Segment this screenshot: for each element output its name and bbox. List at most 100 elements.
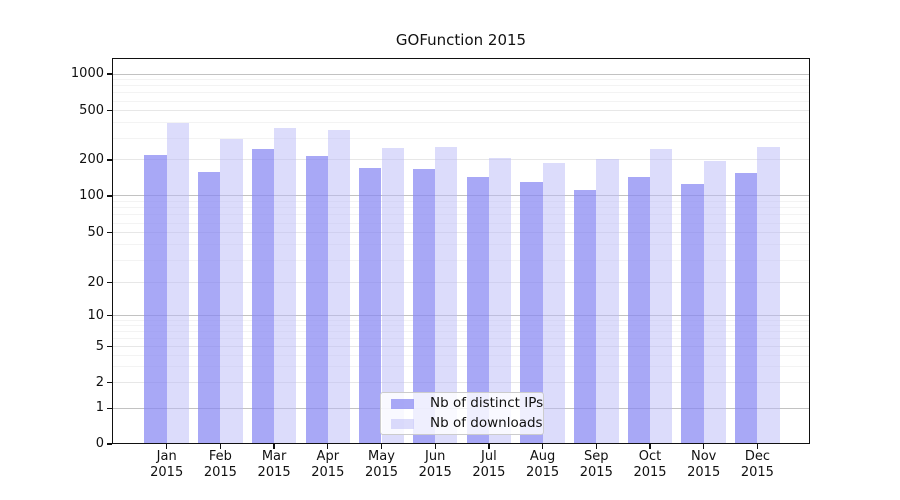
gridline-400 (112, 122, 810, 124)
x-tick-mark-jun (434, 444, 436, 449)
gridline-1000 (112, 73, 810, 75)
bar-distinct-ips-aug (520, 181, 543, 444)
x-tick-label-aug: Aug 2015 (526, 449, 560, 480)
y-tick-label-1: 1 (95, 400, 104, 416)
gridline-2 (112, 382, 810, 384)
bar-downloads-sep (596, 159, 619, 444)
legend-swatch-downloads (391, 418, 414, 429)
x-tick-label-oct: Oct 2015 (633, 449, 667, 480)
y-tick-label-50: 50 (87, 224, 104, 240)
y-tick-label-2: 2 (95, 374, 104, 390)
x-tick-label-may: May 2015 (364, 449, 399, 480)
x-tick-mark-sep (595, 444, 597, 449)
chart-title: GOFunction 2015 (395, 31, 527, 49)
gridline-70 (112, 214, 810, 216)
y-tick-label-500: 500 (79, 102, 104, 118)
x-tick-label-nov: Nov 2015 (687, 449, 721, 480)
legend-swatch-distinct-ips (391, 398, 414, 409)
y-tick-mark-50 (107, 232, 112, 234)
gridline-8 (112, 325, 810, 327)
bar-downloads-nov (703, 161, 726, 444)
gridline-90 (112, 201, 810, 203)
bar-distinct-ips-apr (305, 156, 328, 444)
bar-downloads-jul (488, 158, 512, 444)
y-tick-mark-20 (107, 282, 112, 284)
x-tick-mark-apr (327, 444, 329, 449)
gridline-40 (112, 244, 810, 246)
bar-distinct-ips-feb (198, 171, 221, 444)
bar-downloads-jun (435, 146, 458, 444)
gridline-20 (112, 282, 810, 284)
bar-distinct-ips-jul (466, 176, 489, 444)
bar-downloads-aug (542, 162, 565, 444)
legend: Nb of distinct IPs Nb of downloads (380, 392, 544, 435)
bar-downloads-dec (757, 146, 780, 444)
x-tick-mark-dec (756, 444, 759, 449)
x-tick-mark-nov (703, 444, 705, 449)
y-tick-label-100: 100 (79, 187, 104, 203)
x-tick-mark-feb (219, 444, 222, 449)
bar-distinct-ips-jun (412, 169, 436, 444)
y-tick-mark-10 (107, 315, 112, 317)
gridline-200 (112, 159, 810, 161)
gridline-4 (112, 354, 810, 356)
gridline-500 (112, 110, 810, 112)
x-tick-mark-aug (541, 444, 544, 449)
bar-distinct-ips-nov (681, 184, 704, 444)
y-tick-label-0: 0 (95, 436, 104, 451)
bar-downloads-feb (220, 139, 243, 444)
gridline-100 (112, 195, 810, 197)
legend-item-downloads: Nb of downloads (387, 415, 543, 432)
y-tick-mark-1 (107, 407, 112, 409)
gridline-3 (112, 366, 810, 368)
x-tick-label-jun: Jun 2015 (418, 449, 452, 480)
gridline-700 (112, 92, 810, 94)
y-tick-mark-100 (107, 195, 112, 197)
bar-distinct-ips-mar (251, 149, 275, 444)
plot-area (112, 58, 810, 444)
x-tick-mark-jan (166, 444, 168, 449)
legend-label-downloads: Nb of downloads (430, 415, 543, 431)
gridline-30 (112, 260, 810, 262)
bar-downloads-apr (327, 129, 351, 444)
gridline-60 (112, 222, 810, 224)
y-tick-mark-5 (107, 346, 112, 348)
x-tick-mark-may (380, 444, 383, 449)
y-tick-label-10: 10 (87, 307, 104, 323)
x-tick-label-dec: Dec 2015 (740, 449, 774, 480)
bar-downloads-jan (166, 122, 189, 444)
gridline-5 (112, 346, 810, 348)
gridline-900 (112, 79, 810, 81)
bar-distinct-ips-jan (144, 154, 167, 444)
y-tick-mark-200 (107, 159, 112, 161)
y-tick-label-200: 200 (79, 151, 104, 167)
x-tick-mark-jul (488, 444, 490, 449)
gridline-80 (112, 207, 810, 209)
bar-distinct-ips-may (359, 167, 382, 444)
x-tick-mark-oct (649, 444, 651, 449)
y-tick-label-5: 5 (95, 338, 104, 354)
bar-downloads-mar (274, 127, 297, 444)
gridline-800 (112, 85, 810, 87)
bar-downloads-may (381, 148, 404, 444)
gridline-50 (112, 232, 810, 234)
x-tick-mark-mar (273, 444, 275, 449)
y-tick-mark-1000 (107, 73, 112, 75)
gridline-7 (112, 331, 810, 333)
bar-distinct-ips-dec (735, 173, 758, 444)
x-tick-label-sep: Sep 2015 (579, 449, 613, 480)
y-tick-mark-500 (107, 110, 112, 112)
legend-item-distinct-ips: Nb of distinct IPs (387, 395, 543, 412)
gridline-6 (112, 338, 810, 340)
x-tick-label-jul: Jul 2015 (472, 449, 506, 480)
y-tick-mark-0 (107, 443, 112, 445)
gridline-10 (112, 315, 810, 317)
x-tick-label-jan: Jan 2015 (150, 449, 184, 480)
x-tick-label-apr: Apr 2015 (311, 449, 345, 480)
gridline-300 (112, 137, 810, 139)
legend-label-distinct-ips: Nb of distinct IPs (430, 395, 544, 411)
y-tick-mark-2 (107, 382, 112, 384)
x-tick-label-feb: Feb 2015 (203, 449, 237, 480)
gridline-9 (112, 319, 810, 321)
